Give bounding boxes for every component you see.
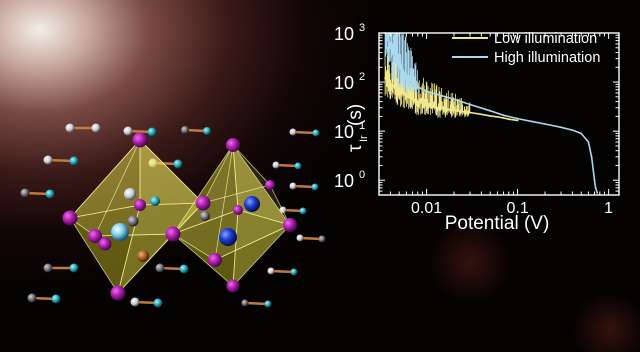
plot-frame bbox=[378, 32, 620, 196]
series-layer bbox=[384, 32, 599, 194]
data-point bbox=[398, 66, 401, 69]
data-point bbox=[441, 95, 444, 97]
series-high-illumination bbox=[384, 32, 599, 194]
crystal-atoms bbox=[62, 132, 297, 301]
legend: Low illumination High illumination bbox=[452, 31, 600, 66]
data-point bbox=[425, 90, 428, 93]
data-point bbox=[596, 192, 599, 194]
series-line-high-illumination bbox=[384, 32, 599, 194]
data-point bbox=[590, 155, 593, 158]
data-point bbox=[432, 106, 435, 108]
x-axis-label: Potential (V) bbox=[445, 213, 550, 234]
x-tick-label: 0.01 bbox=[411, 200, 442, 217]
y-tick-exponent: 1 bbox=[359, 120, 365, 132]
y-axis-label: τ Ir (s) bbox=[345, 104, 370, 152]
y-tick-exponent: 3 bbox=[359, 22, 365, 34]
y-tick-label: 10 bbox=[334, 73, 354, 93]
x-tick-label: 0.1 bbox=[506, 200, 528, 217]
data-point bbox=[389, 83, 392, 86]
lens-flare-decoration bbox=[428, 220, 640, 352]
series-low-illumination bbox=[384, 42, 519, 122]
data-point bbox=[516, 119, 519, 122]
data-point bbox=[411, 98, 414, 100]
data-point bbox=[489, 109, 492, 112]
y-tick-label: 10 bbox=[334, 171, 354, 191]
data-point bbox=[425, 103, 428, 106]
data-point bbox=[507, 118, 510, 121]
legend-label: Low illumination bbox=[494, 31, 597, 47]
y-tick-label: 10 bbox=[334, 122, 354, 142]
data-point bbox=[560, 126, 562, 129]
data-point bbox=[421, 88, 424, 90]
data-point bbox=[453, 109, 455, 111]
data-point bbox=[480, 113, 483, 116]
data-point bbox=[502, 117, 505, 119]
data-point bbox=[587, 141, 590, 143]
data-point bbox=[516, 117, 519, 120]
data-point bbox=[580, 132, 583, 135]
data-point bbox=[469, 103, 471, 106]
y-tick-exponent: 0 bbox=[359, 169, 365, 181]
data-point bbox=[593, 179, 596, 182]
y-tick-label: 10 bbox=[334, 24, 354, 44]
legend-label: High illumination bbox=[494, 50, 600, 66]
x-tick-label: 1 bbox=[604, 200, 613, 217]
data-point bbox=[469, 111, 471, 114]
y-axis-label-unit: (s) bbox=[345, 104, 366, 126]
data-point bbox=[441, 107, 444, 110]
data-point bbox=[461, 110, 464, 113]
data-point bbox=[571, 129, 574, 132]
data-point bbox=[594, 186, 597, 189]
y-axis-label-symbol: τ bbox=[345, 144, 366, 152]
y-tick-exponent: 2 bbox=[359, 71, 365, 83]
data-point bbox=[512, 118, 515, 121]
data-point bbox=[544, 123, 546, 125]
data-point bbox=[398, 90, 401, 93]
data-point bbox=[453, 98, 455, 100]
data-point bbox=[489, 115, 492, 117]
data-point bbox=[389, 46, 392, 49]
data-point bbox=[502, 114, 505, 117]
axes-layer: 0.01 0.1 1 10 0 10 1 10 2 10 3 Potential (V) τ Ir (s) bbox=[334, 22, 620, 234]
data-point bbox=[384, 77, 386, 80]
data-point bbox=[416, 85, 419, 88]
data-point bbox=[405, 74, 408, 76]
data-point bbox=[496, 116, 499, 118]
data-point bbox=[405, 95, 408, 97]
data-point bbox=[416, 100, 419, 103]
data-point bbox=[411, 81, 414, 83]
data-point bbox=[532, 120, 535, 123]
y-axis-label-subscript: Ir bbox=[358, 135, 370, 142]
